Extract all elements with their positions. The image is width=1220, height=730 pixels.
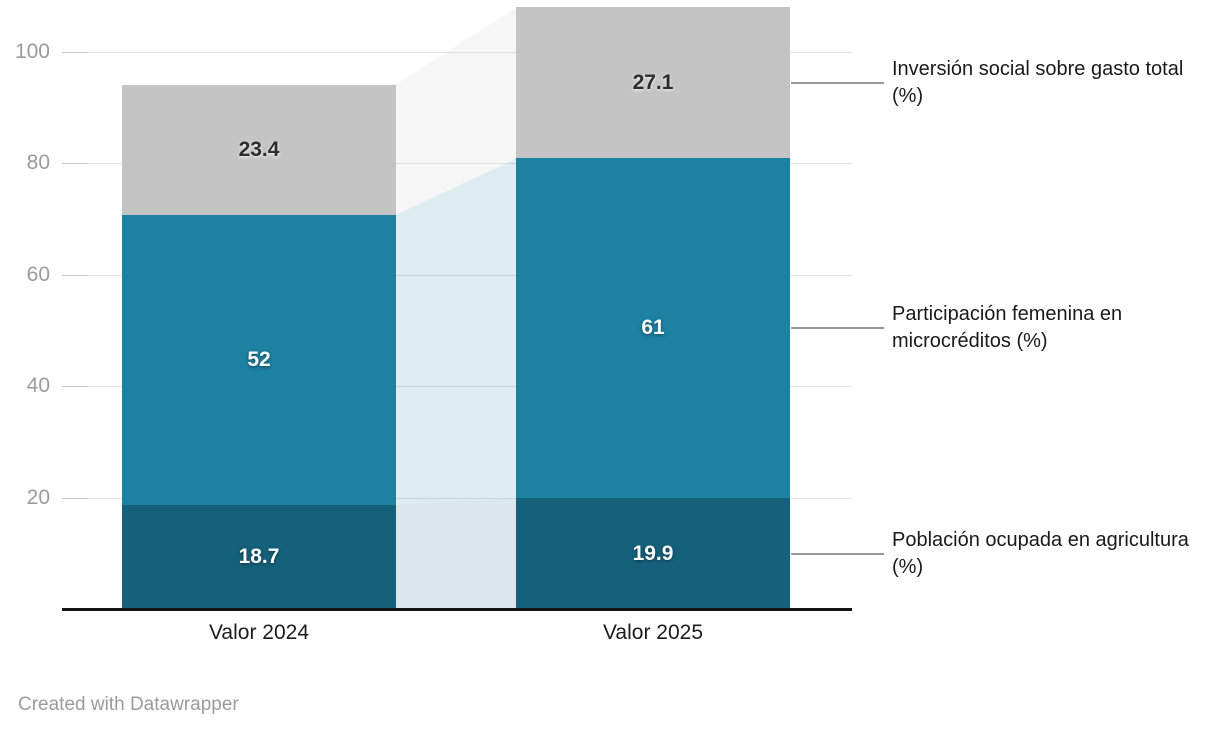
bar-value-label: 19.9 (632, 541, 674, 565)
y-axis-tick-label: 40 (26, 374, 50, 398)
x-axis-line (62, 608, 852, 611)
y-axis-tick-label: 60 (26, 262, 50, 286)
y-axis-tick (62, 163, 88, 165)
connector-area (395, 158, 517, 505)
bar-value-label: 18.7 (238, 544, 280, 568)
x-axis-category-label: Valor 2025 (602, 621, 704, 644)
y-gridline (62, 163, 852, 165)
y-axis-tick (62, 497, 88, 499)
y-gridline (62, 497, 852, 499)
bar-value-label: 52 (247, 348, 271, 372)
bar-value-label: 27.1 (632, 70, 674, 94)
y-axis-tick-label: 100 (14, 40, 50, 63)
bar-segment[interactable] (122, 504, 396, 609)
datawrapper-credit-link[interactable]: Created with Datawrapper (18, 694, 239, 715)
legend-series-label: Participación femenina en microcréditos … (892, 303, 1123, 353)
connector-area (395, 498, 517, 609)
bar-value-label: 23.4 (238, 138, 280, 162)
bar-value-label: 61 (641, 316, 665, 340)
bar-segment[interactable] (122, 215, 396, 505)
bar-segment[interactable] (516, 498, 790, 609)
legend-connector-line (791, 327, 884, 330)
y-axis-tick (62, 274, 88, 276)
bar-segment[interactable] (122, 84, 396, 216)
y-gridline (62, 52, 852, 53)
x-axis-category-label: Valor 2024 (208, 621, 310, 644)
legend-series-label: Población ocupada en agricultura (%) (892, 528, 1189, 578)
bar-segment[interactable] (516, 158, 790, 499)
y-axis-tick-label: 20 (26, 485, 50, 509)
legend-connector-line (791, 552, 884, 555)
connector-area (395, 7, 517, 216)
y-gridline (62, 386, 852, 388)
y-axis-tick (62, 386, 88, 388)
y-gridline (62, 274, 852, 276)
y-axis-tick (62, 52, 88, 53)
bar-segment[interactable] (516, 7, 790, 159)
legend-connector-line (791, 81, 884, 84)
y-axis-tick-label: 80 (26, 151, 50, 175)
legend-series-label: Inversión social sobre gasto total (%) (892, 57, 1184, 107)
